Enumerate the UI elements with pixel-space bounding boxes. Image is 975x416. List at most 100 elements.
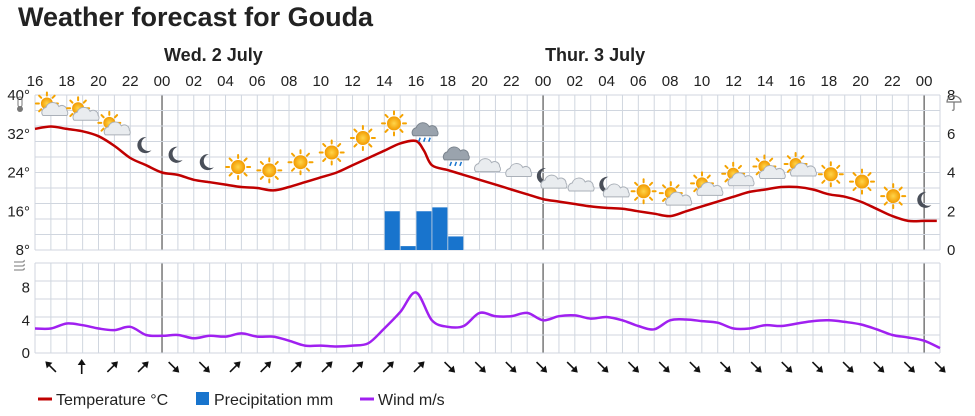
sun-ray xyxy=(337,157,342,162)
hour-tick-label: 22 xyxy=(122,73,139,90)
hour-tick-label: 20 xyxy=(90,73,107,90)
legend-item: Wind m/s xyxy=(360,392,445,409)
hour-tick-label: 00 xyxy=(154,73,171,90)
hour-tick-label: 14 xyxy=(757,73,774,90)
sun-ray xyxy=(353,143,358,148)
legend-item: Precipitation mm xyxy=(196,392,333,409)
wind-arrow-icon xyxy=(45,361,57,373)
sun-icon xyxy=(849,168,875,195)
wind-arrow-icon xyxy=(413,361,425,373)
wind-arrow-icon xyxy=(443,361,456,373)
wind-arrow-head xyxy=(325,361,333,369)
umbrella-icon xyxy=(946,95,962,111)
sun-icon xyxy=(630,178,657,205)
wind-arrow-head xyxy=(141,361,149,369)
sun-ray xyxy=(755,171,760,176)
sun-ray xyxy=(305,167,310,172)
sun-ray xyxy=(69,112,74,118)
day-label: Thur. 3 July xyxy=(545,45,645,65)
temperature-tick-label: 16° xyxy=(7,203,30,220)
umbrella-icon-canopy xyxy=(946,95,962,103)
wind-arrow-head xyxy=(938,365,946,373)
cloud-shape xyxy=(103,121,131,136)
sun-ray xyxy=(852,186,857,192)
rain-drop xyxy=(422,137,426,142)
sun-ray xyxy=(867,186,872,192)
wind-arrow-head xyxy=(570,365,578,373)
sun-ray xyxy=(898,201,903,206)
precipitation-bar xyxy=(400,246,416,250)
hour-tick-label: 12 xyxy=(344,73,361,90)
sun-ray xyxy=(337,143,342,148)
hour-tick-label: 18 xyxy=(821,73,838,90)
wind-arrow-icon xyxy=(77,359,86,374)
cloud-shape xyxy=(567,177,595,192)
sun-ray xyxy=(259,160,264,166)
precipitation-bar xyxy=(416,211,432,250)
wind-arrow-head xyxy=(110,361,118,369)
cloud-shape xyxy=(540,174,568,189)
hour-tick-label: 08 xyxy=(662,73,679,90)
wind-arrow-icon xyxy=(137,361,149,373)
temperature-tick-label: 24° xyxy=(7,165,30,182)
wind-arrow-head xyxy=(478,365,486,373)
sun-ray xyxy=(786,155,791,160)
sun-ray xyxy=(113,114,119,119)
wind-arrow-head xyxy=(907,365,915,373)
legend-swatch xyxy=(196,392,209,405)
wind-arrow-icon xyxy=(658,361,670,373)
sun-disc xyxy=(262,163,277,178)
hour-tick-label: 12 xyxy=(725,73,742,90)
sun-icon xyxy=(349,125,376,151)
sun-ray xyxy=(821,164,826,169)
hour-tick-label: 04 xyxy=(598,73,615,90)
cloud-shape xyxy=(727,172,755,187)
cloud-icon xyxy=(567,177,595,192)
sun-ray xyxy=(706,174,711,179)
rain-drop xyxy=(417,137,421,142)
hour-tick-label: 06 xyxy=(630,73,647,90)
wind-arrow-head xyxy=(202,365,210,373)
wind-arrow-icon xyxy=(903,361,915,373)
rain-cloud-icon xyxy=(411,122,439,142)
moon-icon xyxy=(199,154,214,171)
cloud-shape xyxy=(442,146,470,161)
sun-ray xyxy=(228,157,233,162)
precipitation-tick-label: 4 xyxy=(947,165,955,182)
cloud-shape xyxy=(505,163,533,177)
wind-arrow-icon xyxy=(382,361,394,373)
sun-ray xyxy=(648,181,654,186)
cloud-shape xyxy=(758,165,786,179)
cloud-shape xyxy=(665,191,693,206)
wind-arrow-head xyxy=(601,365,609,373)
wind-arrow-head xyxy=(356,361,364,369)
wind-arrow-icon xyxy=(198,361,210,373)
precipitation-bar xyxy=(384,211,400,250)
cloud-shape xyxy=(474,158,501,173)
day-label: Wed. 2 July xyxy=(164,45,263,65)
sun-cloud-icon xyxy=(690,171,724,196)
hour-tick-label: 02 xyxy=(566,73,583,90)
sun-ray xyxy=(322,157,327,162)
wind-arrow-icon xyxy=(811,361,824,373)
sun-icon xyxy=(880,183,907,210)
sun-ray xyxy=(291,152,296,157)
hour-tick-label: 16 xyxy=(408,73,425,90)
wind-arrow-head xyxy=(509,365,517,373)
moon-part xyxy=(599,176,614,193)
sun-ray xyxy=(836,164,841,169)
hour-tick-label: 10 xyxy=(312,73,329,90)
thermometer-icon xyxy=(17,96,23,112)
wind-arrow-icon xyxy=(352,361,364,373)
wind-icon xyxy=(14,259,25,271)
wind-arrow-icon xyxy=(321,361,333,373)
legend-label: Precipitation mm xyxy=(214,392,333,409)
sun-ray xyxy=(353,128,358,133)
sun-disc xyxy=(324,145,339,160)
hour-tick-label: 18 xyxy=(439,73,456,90)
hour-tick-label: 06 xyxy=(249,73,266,90)
sun-disc xyxy=(355,131,370,145)
sun-ray xyxy=(755,157,760,162)
wind-arrow-head xyxy=(45,361,53,369)
wind-arrow-head xyxy=(448,365,456,373)
